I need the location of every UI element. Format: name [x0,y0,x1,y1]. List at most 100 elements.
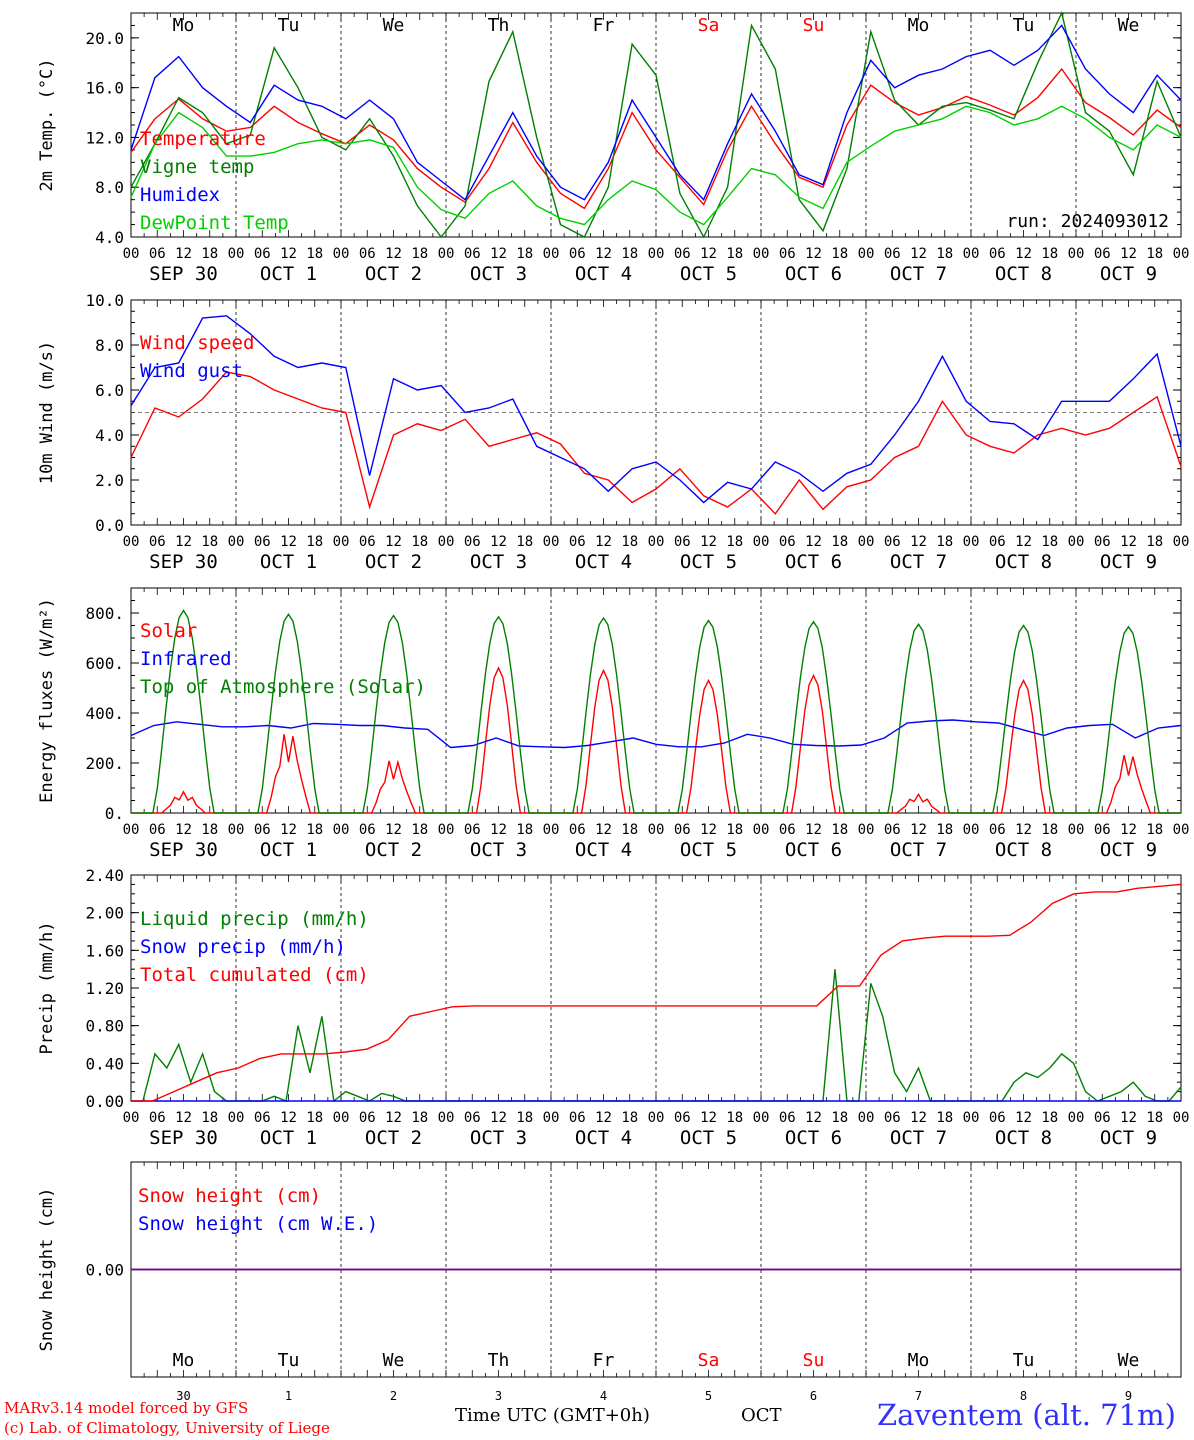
hour-tick-label: 00 [648,246,665,262]
legend-entry: Humidex [140,184,220,206]
legend-entry: Infrared [140,648,232,670]
y-tick-label: 2.0 [95,471,124,490]
date-label: SEP 30 [149,263,218,285]
day-number-label: 3 [495,1389,502,1403]
hour-tick-label: 00 [438,534,455,550]
hour-tick-label: 00 [753,1110,770,1126]
hour-tick-label: 18 [1146,534,1163,550]
hour-tick-label: 12 [280,822,297,838]
hour-tick-label: 12 [595,246,612,262]
legend-entry: Snow height (cm W.E.) [138,1213,378,1235]
date-label: OCT 1 [260,1127,317,1149]
hour-tick-label: 12 [700,534,717,550]
weekday-label: Tu [278,15,300,36]
weekday-label: Tu [1013,15,1035,36]
hour-tick-label: 18 [201,822,218,838]
month-axis-label: OCT [741,1405,782,1426]
hour-tick-label: 00 [1068,534,1085,550]
weekday-label: Su [803,1350,825,1371]
y-tick-label: 4.0 [95,228,124,247]
date-label: OCT 7 [890,551,947,573]
series-line [130,67,1182,210]
hour-tick-label: 00 [438,822,455,838]
hour-tick-label: 12 [910,1110,927,1126]
plot-frame [130,12,1182,238]
date-label: OCT 7 [890,1127,947,1149]
hour-tick-label: 18 [201,1110,218,1126]
legend-entry: Total cumulated (cm) [140,964,369,986]
hour-tick-label: 06 [779,534,796,550]
hour-tick-label: 12 [385,246,402,262]
legend-entry: Top of Atmosphere (Solar) [140,676,426,698]
legend-entry: Wind speed [140,332,254,354]
day-number-label: 4 [600,1389,607,1403]
date-label: OCT 4 [575,839,632,861]
y-tick-label: 0.40 [85,1054,124,1073]
hour-tick-label: 00 [1173,534,1190,550]
date-label: OCT 3 [470,839,527,861]
weekday-label: We [1118,15,1140,36]
y-tick-label: 2.40 [85,866,124,885]
y-tick-label: 0.00 [85,1261,124,1280]
hour-tick-label: 00 [753,534,770,550]
hour-tick-label: 06 [884,534,901,550]
hour-tick-label: 12 [595,1110,612,1126]
date-label: OCT 5 [680,1127,737,1149]
day-number-label: 5 [705,1389,712,1403]
hour-tick-label: 00 [753,246,770,262]
hour-tick-label: 00 [1068,246,1085,262]
y-tick-label: 8.0 [95,336,124,355]
date-label: SEP 30 [149,1127,218,1149]
hour-tick-label: 18 [831,246,848,262]
time-axis-label: Time UTC (GMT+0h) [455,1405,650,1426]
series-line [130,10,1182,239]
series-line [130,24,1182,201]
hour-tick-label: 12 [175,534,192,550]
legend-entry: Temperature [140,128,266,150]
date-label: OCT 2 [365,1127,422,1149]
weekday-label: Tu [1013,1350,1035,1371]
weekday-label: We [1118,1350,1140,1371]
hour-tick-label: 06 [1094,822,1111,838]
panel-4: 0.00 0.40 0.80 1.20 1.60 2.00 2.40 Precip (mm/h… [37,866,1189,1149]
hour-tick-label: 18 [936,246,953,262]
weekday-label: Sa [698,1350,720,1371]
panel-1: 4.0 8.0 12.0 16.0 20.0 2m Temp. (°C) 00 06 12 18 0… [37,10,1189,285]
hour-tick-label: 06 [359,246,376,262]
date-label: OCT 1 [260,551,317,573]
series-line [130,371,1182,515]
hour-tick-label: 00 [963,1110,980,1126]
hour-tick-label: 18 [516,534,533,550]
date-label: OCT 6 [785,263,842,285]
hour-tick-label: 18 [621,1110,638,1126]
hour-tick-label: 18 [306,822,323,838]
hour-tick-label: 00 [543,1110,560,1126]
y-tick-label: 0. [105,804,124,823]
hour-tick-label: 06 [149,534,166,550]
plot-frame [130,587,1182,814]
hour-tick-label: 12 [280,246,297,262]
hour-tick-label: 18 [1146,1110,1163,1126]
hour-tick-label: 12 [385,1110,402,1126]
hour-tick-label: 06 [779,246,796,262]
hour-tick-label: 00 [1173,1110,1190,1126]
y-tick-label: 8.0 [95,178,124,197]
hour-tick-label: 06 [569,822,586,838]
weekday-label: We [383,15,405,36]
hour-tick-label: 18 [831,1110,848,1126]
date-label: OCT 5 [680,839,737,861]
day-number-label: 8 [1020,1389,1027,1403]
series-line [130,105,1182,226]
hour-tick-label: 12 [385,534,402,550]
y-axis-title: 2m Temp. (°C) [37,58,57,191]
hour-tick-label: 12 [700,1110,717,1126]
day-number-label: 6 [810,1389,817,1403]
series-line [131,883,1182,1102]
date-label: OCT 9 [1100,839,1157,861]
hour-tick-label: 00 [438,1110,455,1126]
hour-tick-label: 06 [1094,246,1111,262]
date-label: OCT 2 [365,839,422,861]
hour-tick-label: 18 [411,822,428,838]
y-tick-label: 0.0 [95,516,124,535]
